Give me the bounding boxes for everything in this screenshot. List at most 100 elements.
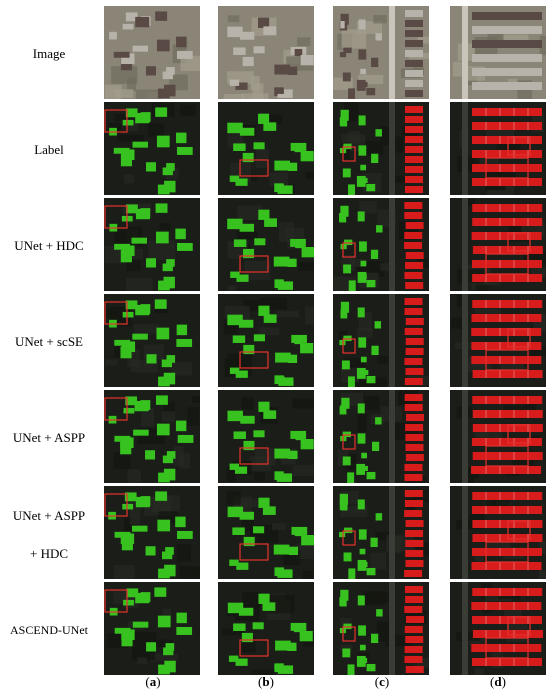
terrain-patch	[163, 402, 175, 418]
building-footprint	[232, 527, 245, 535]
row-label-line-2: + HDC	[29, 546, 69, 561]
building-footprint	[405, 454, 424, 461]
building-footprint	[471, 438, 542, 446]
highlight-box	[104, 109, 128, 133]
highlight-box	[485, 541, 529, 563]
building-footprint	[405, 156, 423, 163]
tile-unet-aspp-hdc-d	[450, 486, 546, 579]
road	[462, 582, 468, 675]
building-footprint	[146, 642, 157, 652]
terrain-patch	[297, 261, 314, 271]
building-footprint	[263, 122, 277, 131]
terrain-patch	[111, 66, 138, 84]
terrain-patch	[223, 93, 245, 99]
building-footprint	[343, 143, 352, 150]
building-footprint	[294, 48, 303, 57]
terrain-patch	[130, 508, 141, 525]
terrain-patch	[358, 74, 384, 85]
terrain-patch	[226, 466, 237, 482]
building-footprint	[164, 660, 176, 673]
tile-graphic	[104, 102, 200, 195]
building-footprint	[126, 204, 138, 214]
terrain-patch	[154, 306, 168, 314]
building-footprint	[360, 260, 367, 267]
terrain-patch	[340, 505, 368, 518]
building-footprint	[135, 112, 150, 124]
terrain-patch	[148, 240, 176, 261]
building-footprint	[405, 176, 423, 183]
building-footprint	[229, 175, 240, 182]
building-footprint	[162, 71, 173, 80]
building-footprint	[274, 448, 291, 459]
highlight-box	[485, 637, 529, 659]
column-letter: d	[494, 674, 502, 689]
building-footprint	[238, 319, 254, 328]
building-footprint	[472, 218, 543, 226]
paren-open: (	[258, 674, 263, 689]
terrain-patch	[170, 362, 193, 376]
terrain-patch	[236, 231, 258, 240]
building-footprint	[238, 607, 254, 616]
building-footprint	[257, 17, 270, 28]
building-footprint	[233, 143, 246, 151]
building-footprint	[342, 168, 351, 178]
building-footprint	[233, 47, 246, 55]
road	[389, 102, 395, 195]
paren-open: (	[374, 674, 380, 689]
terrain-patch	[124, 517, 136, 532]
building-footprint	[131, 237, 148, 244]
building-footprint	[366, 567, 376, 576]
road	[462, 102, 468, 195]
building-footprint	[340, 597, 345, 605]
building-footprint	[340, 13, 349, 25]
highlight-box	[104, 493, 128, 517]
terrain-patch	[365, 593, 383, 606]
building-footprint	[135, 496, 150, 508]
building-footprint	[135, 592, 150, 604]
building-footprint	[233, 239, 247, 247]
building-footprint	[230, 271, 240, 278]
building-footprint	[227, 122, 243, 134]
building-footprint	[405, 318, 424, 325]
building-footprint	[114, 531, 131, 538]
tile-unet-aspp-hdc-a	[104, 486, 200, 579]
building-footprint	[273, 544, 290, 555]
building-footprint	[375, 129, 382, 137]
terrain-patch	[150, 653, 179, 662]
terrain-patch	[469, 636, 487, 647]
building-footprint	[243, 344, 255, 355]
terrain-patch	[117, 134, 145, 142]
building-footprint	[356, 463, 366, 475]
building-footprint	[472, 658, 543, 666]
building-footprint	[405, 136, 423, 143]
building-footprint	[404, 570, 423, 577]
building-footprint	[366, 279, 376, 288]
building-footprint	[243, 536, 255, 547]
building-footprint	[405, 368, 424, 375]
highlight-box	[507, 520, 531, 540]
highlight-box	[239, 255, 269, 273]
building-footprint	[360, 356, 367, 363]
terrain-patch	[380, 263, 396, 271]
building-footprint	[113, 51, 130, 58]
building-footprint	[158, 664, 170, 675]
building-footprint	[253, 430, 265, 438]
highlight-box	[239, 159, 269, 177]
building-footprint	[176, 626, 193, 635]
building-footprint	[342, 72, 351, 82]
building-footprint	[358, 115, 366, 126]
building-footprint	[366, 375, 376, 384]
terrain-patch	[256, 149, 270, 169]
building-footprint	[165, 547, 174, 555]
building-footprint	[120, 250, 132, 263]
building-footprint	[404, 646, 423, 653]
building-footprint	[404, 626, 423, 633]
row-label-unet-aspp: UNet + ASPP	[12, 430, 86, 445]
highlight-box	[507, 424, 531, 444]
building-footprint	[235, 178, 248, 186]
building-footprint	[158, 568, 170, 579]
building-footprint	[348, 568, 356, 579]
tile-image-c	[333, 6, 429, 99]
terrain-patch	[179, 453, 190, 469]
building-footprint	[299, 631, 313, 642]
